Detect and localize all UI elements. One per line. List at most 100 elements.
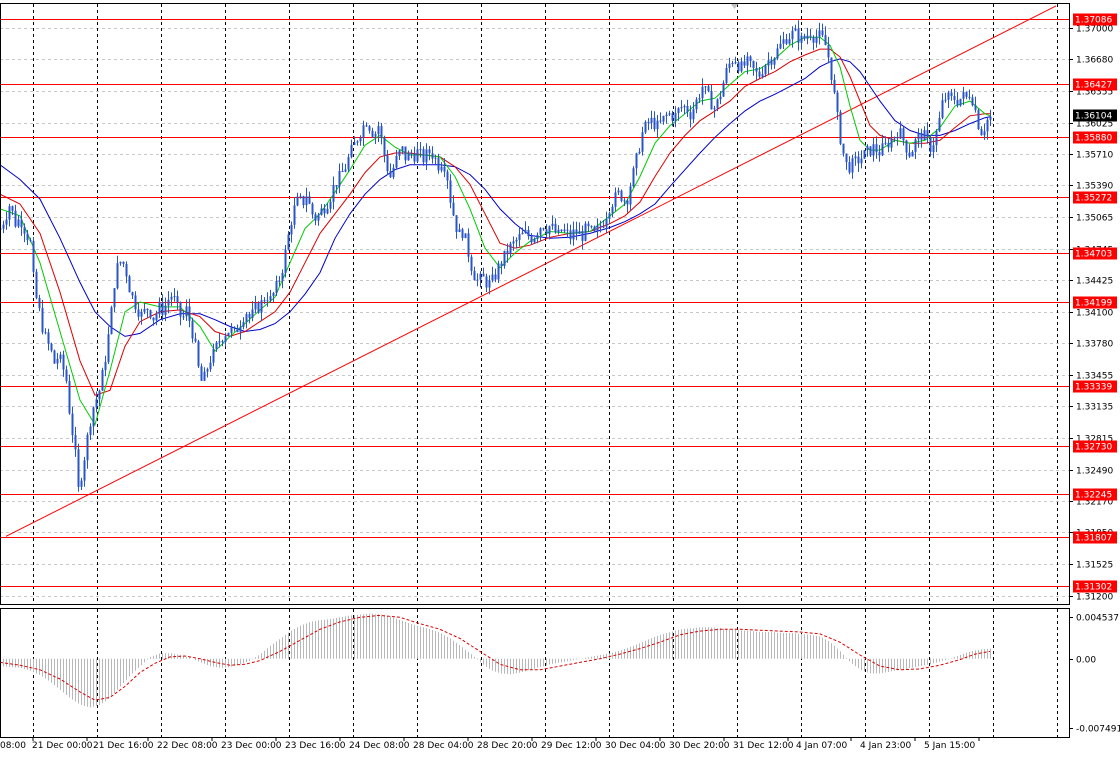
level-label-box (1073, 13, 1117, 26)
price-bar-body (539, 228, 542, 235)
price-bar-body (575, 229, 578, 234)
price-bar-body (170, 296, 173, 300)
price-bar-body (560, 229, 563, 232)
price-bar-body (212, 348, 215, 363)
price-bar-body (128, 276, 131, 293)
price-bar-body (461, 229, 464, 238)
price-bar-body (440, 166, 443, 171)
price-bar-body (221, 341, 224, 343)
price-bar-body (980, 129, 983, 136)
price-bar-body (866, 146, 869, 151)
price-bar-body (428, 149, 431, 154)
price-bar-body (824, 35, 827, 46)
price-bar-body (815, 36, 818, 43)
price-bar-body (839, 111, 842, 144)
price-bar-body (467, 233, 470, 257)
price-bar-body (875, 144, 878, 153)
price-bar-body (983, 131, 986, 136)
price-tick-label: 1.32490 (1076, 467, 1113, 477)
price-bar-body (8, 206, 11, 220)
price-bar-body (14, 210, 17, 227)
level-label-box (1073, 296, 1117, 309)
price-bar-body (545, 229, 548, 235)
price-bar-body (239, 326, 242, 333)
price-bar-body (53, 350, 56, 364)
price-bar-body (962, 92, 965, 99)
price-bar-body (695, 99, 698, 110)
price-bar-body (416, 149, 419, 162)
price-bar-body (563, 229, 566, 232)
price-bar-body (425, 149, 428, 163)
price-bar-body (566, 229, 569, 231)
price-tick-label: 1.33780 (1076, 340, 1113, 350)
price-bar-body (773, 58, 776, 65)
price-bar-body (449, 180, 452, 203)
price-bar-body (719, 96, 722, 100)
price-bar-body (536, 234, 539, 239)
price-bar-body (338, 171, 341, 187)
oscillator-axis: 0.004537 0.00 -0.007491 (1069, 614, 1120, 735)
price-bar-body (332, 185, 335, 202)
price-bar-body (110, 307, 113, 335)
scroll-marker-icon[interactable] (731, 4, 738, 9)
price-bar-body (806, 35, 809, 39)
price-tick-label: 1.35390 (1076, 182, 1113, 192)
price-bar-body (194, 338, 197, 342)
horizontal-levels[interactable] (0, 19, 1069, 587)
price-bar-body (329, 201, 332, 209)
time-tick-label: 22 Dec 08:00 (157, 741, 218, 751)
price-bar-body (452, 202, 455, 216)
price-bar-body (434, 157, 437, 159)
current-price-box (1073, 109, 1117, 122)
price-bar-body (56, 358, 59, 364)
price-bar-body (818, 30, 821, 37)
level-label-box (1073, 380, 1117, 393)
price-bar-body (179, 302, 182, 317)
price-bar-body (317, 214, 320, 221)
price-bar-body (503, 250, 506, 266)
price-bar-body (485, 276, 488, 288)
price-bar-body (65, 369, 68, 382)
price-bar-body (374, 134, 377, 137)
price-bar-body (152, 317, 155, 321)
price-bar-body (116, 263, 119, 289)
price-bar-body (500, 263, 503, 266)
price-bar-body (971, 97, 974, 106)
price-bar-body (548, 226, 551, 235)
level-label-box (1073, 191, 1117, 204)
price-bar-body (335, 185, 338, 187)
trendline-line[interactable] (5, 5, 1057, 537)
price-bar-body (404, 146, 407, 161)
price-bar-body (572, 229, 575, 240)
price-bar-body (692, 109, 695, 120)
price-bar-body (215, 342, 218, 349)
price-bar-body (284, 249, 287, 273)
price-tick-label: 1.35710 (1076, 151, 1113, 161)
price-bar-body (791, 30, 794, 40)
price-bar-body (941, 100, 944, 118)
price-bar-body (74, 435, 77, 450)
price-bar-body (746, 56, 749, 66)
price-bar-body (821, 30, 824, 36)
price-bar-body (569, 230, 572, 240)
trendline[interactable] (5, 5, 1057, 537)
price-bar-body (29, 240, 32, 242)
price-bar-body (308, 196, 311, 204)
level-label: 1.35880 (1075, 134, 1112, 144)
time-tick-label: 31 Dec 12:00 (733, 741, 794, 751)
price-bar-body (359, 137, 362, 142)
price-bar-body (797, 28, 800, 43)
price-bar-body (98, 390, 101, 400)
osc-tick-label: 0.004537 (1076, 614, 1119, 624)
price-bar-body (293, 205, 296, 225)
price-bar-body (41, 308, 44, 333)
time-axis: 08:00 21 Dec 00:00 21 Dec 16:00 22 Dec 08:0… (0, 737, 980, 751)
price-bar-body (833, 79, 836, 93)
price-bar-body (191, 320, 194, 339)
price-bar-body (251, 309, 254, 318)
price-bar-body (698, 98, 701, 100)
time-tick-label: 5 Jan 15:00 (924, 741, 976, 751)
price-bar-body (482, 273, 485, 277)
